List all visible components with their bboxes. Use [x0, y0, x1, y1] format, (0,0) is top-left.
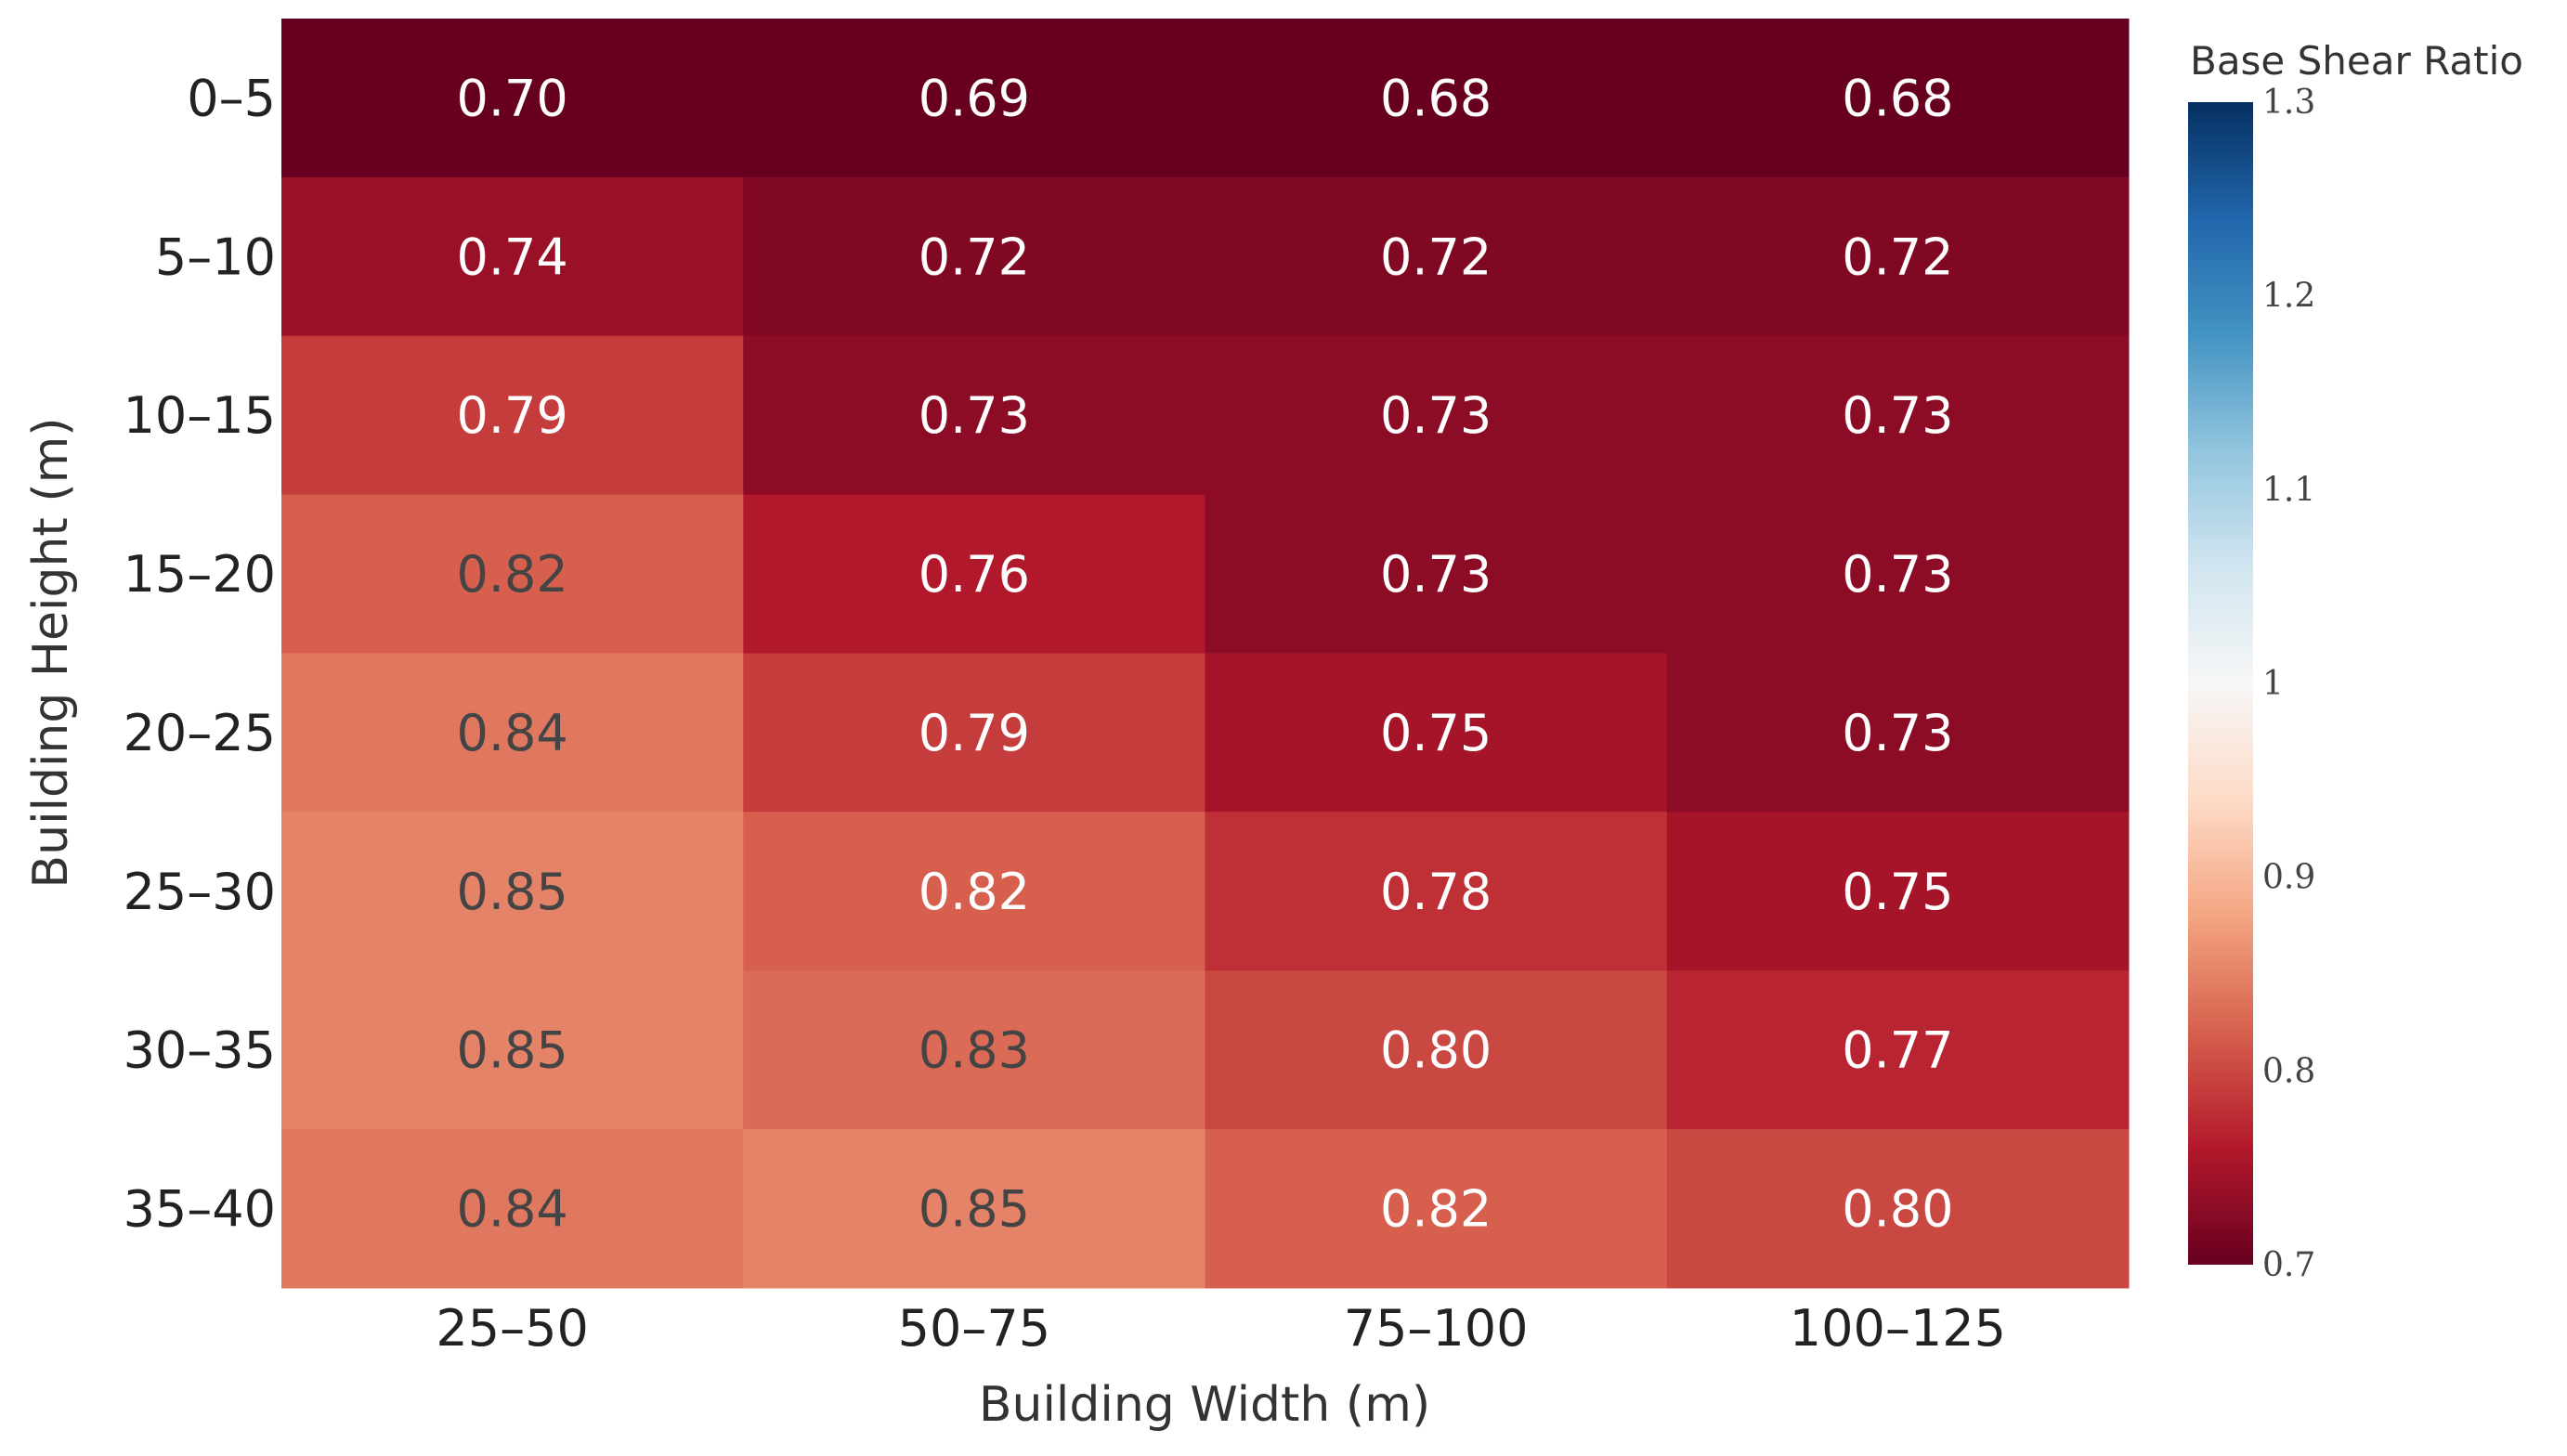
- y-tick-label: 35–40: [124, 1180, 276, 1239]
- heatmap-cell: [743, 653, 1205, 812]
- heatmap-cell: [1666, 335, 2130, 496]
- cell-value-label: 0.73: [1842, 704, 1953, 762]
- heatmap-cell: [1666, 494, 2130, 654]
- heatmap-cell: [1205, 19, 1668, 178]
- colorbar: [2188, 102, 2253, 1265]
- colorbar-title: Base Shear Ratio: [2190, 38, 2523, 84]
- colorbar-ticks: 1.3 1.2 1.1 1 0.9 0.8 0.7: [2262, 84, 2315, 1284]
- cell-value-label: 0.74: [457, 228, 568, 286]
- y-tick-label: 20–25: [124, 704, 276, 762]
- cell-value-label: 0.78: [1380, 863, 1492, 921]
- heatmap-cell: [743, 176, 1205, 337]
- cell-value-label: 0.83: [919, 1021, 1030, 1080]
- heatmap-cell: [1205, 812, 1668, 971]
- x-tick-label: 25–50: [436, 1299, 588, 1358]
- cell-value-label: 0.72: [1842, 228, 1953, 286]
- x-axis-title: Building Width (m): [979, 1377, 1430, 1433]
- colorbar-tick-label: 0.9: [2262, 859, 2315, 897]
- heatmap-cell: [1205, 970, 1668, 1130]
- cell-value-label: 0.84: [457, 704, 568, 762]
- heatmap-cell: [743, 335, 1205, 496]
- cell-value-label: 0.72: [1380, 228, 1492, 286]
- cell-value-label: 0.69: [919, 69, 1030, 127]
- cell-value-label: 0.70: [457, 69, 568, 127]
- cell-value-label: 0.85: [919, 1180, 1030, 1239]
- colorbar-tick-label: 0.7: [2262, 1246, 2315, 1284]
- cell-value-label: 0.73: [919, 386, 1030, 445]
- heatmap-cell: [1205, 653, 1668, 812]
- cell-value-label: 0.85: [457, 1021, 568, 1080]
- cell-value-label: 0.75: [1380, 704, 1492, 762]
- heatmap-cell: [1205, 1129, 1668, 1289]
- y-tick-label: 25–30: [124, 863, 276, 921]
- y-tick-label: 10–15: [124, 386, 276, 445]
- cell-value-label: 0.80: [1842, 1180, 1953, 1239]
- heatmap-cell: [281, 970, 744, 1130]
- heatmap-cell: [1205, 494, 1668, 654]
- colorbar-tick-label: 1: [2262, 665, 2284, 703]
- heatmap-cell: [743, 19, 1205, 178]
- cell-value-label: 0.80: [1380, 1021, 1492, 1080]
- y-tick-label: 15–20: [124, 545, 276, 604]
- x-tick-labels: 25–50 50–75 75–100 100–125: [436, 1299, 2006, 1358]
- heatmap-cell: [1666, 19, 2130, 178]
- cell-value-label: 0.73: [1380, 545, 1492, 604]
- cell-value-label: 0.72: [919, 228, 1030, 286]
- heatmap-cell: [281, 19, 744, 178]
- heatmap-cell: [1205, 176, 1668, 337]
- heatmap-cell: [1666, 1129, 2130, 1289]
- heatmap-cell: [743, 812, 1205, 971]
- heatmap-cell: [1666, 812, 2130, 971]
- heatmap-cell: [1205, 335, 1668, 496]
- heatmap-cell: [743, 494, 1205, 654]
- x-tick-label: 50–75: [898, 1299, 1050, 1358]
- cell-value-label: 0.73: [1842, 386, 1953, 445]
- cell-value-label: 0.82: [457, 545, 568, 604]
- cell-value-label: 0.82: [919, 863, 1030, 921]
- heatmap-cell: [281, 653, 744, 812]
- heatmap-cell: [1666, 970, 2130, 1130]
- cell-value-label: 0.77: [1842, 1021, 1953, 1080]
- cell-value-label: 0.76: [919, 545, 1030, 604]
- cell-value-label: 0.73: [1842, 545, 1953, 604]
- x-tick-label: 75–100: [1344, 1299, 1529, 1358]
- heatmap-cell: [1666, 653, 2130, 812]
- cell-value-label: 0.75: [1842, 863, 1953, 921]
- heatmap-cells: 0.70 0.69 0.68 0.68 0.74 0.72 0.72 0.72 0.79 0.73…: [281, 19, 2130, 1289]
- cell-value-label: 0.68: [1380, 69, 1492, 127]
- heatmap-cell: [1666, 176, 2130, 337]
- heatmap-cell: [743, 1129, 1205, 1289]
- y-tick-labels: 0–5 5–10 10–15 15–20 20–25 25–30 30–35 35–40: [124, 69, 276, 1238]
- heatmap-cell: [281, 176, 744, 337]
- cell-value-label: 0.79: [919, 704, 1030, 762]
- y-tick-label: 0–5: [187, 69, 276, 127]
- colorbar-tick-label: 1.3: [2262, 84, 2315, 122]
- colorbar-tick-label: 1.2: [2262, 278, 2315, 316]
- y-tick-label: 30–35: [124, 1021, 276, 1080]
- y-axis-title: Building Height (m): [23, 417, 79, 888]
- colorbar-tick-label: 0.8: [2262, 1052, 2315, 1090]
- heatmap-cell: [281, 1129, 744, 1289]
- heatmap-cell: [281, 335, 744, 496]
- cell-value-label: 0.73: [1380, 386, 1492, 445]
- cell-value-label: 0.79: [457, 386, 568, 445]
- colorbar-tick-label: 1.1: [2262, 471, 2315, 509]
- cell-value-label: 0.84: [457, 1180, 568, 1239]
- cell-value-label: 0.82: [1380, 1180, 1492, 1239]
- heatmap-cell: [281, 494, 744, 654]
- x-tick-label: 100–125: [1790, 1299, 2006, 1358]
- cell-value-label: 0.85: [457, 863, 568, 921]
- y-tick-label: 5–10: [155, 228, 276, 286]
- heatmap-cell: [743, 970, 1205, 1130]
- heatmap-cell: [281, 812, 744, 971]
- cell-value-label: 0.68: [1842, 69, 1953, 127]
